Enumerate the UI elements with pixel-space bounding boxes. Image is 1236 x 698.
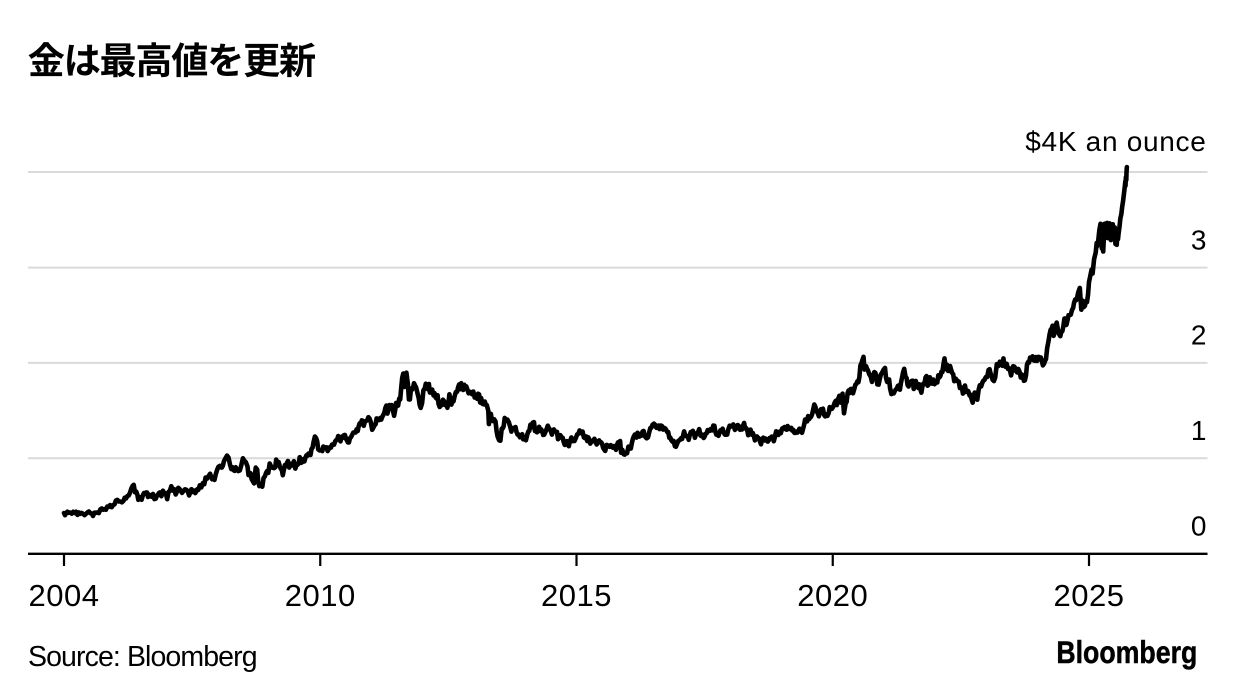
svg-text:0: 0 (1191, 510, 1207, 541)
svg-text:2020: 2020 (797, 578, 868, 613)
svg-text:Bloomberg: Bloomberg (1056, 635, 1197, 671)
svg-text:$4K an ounce: $4K an ounce (1025, 126, 1206, 157)
svg-text:3: 3 (1191, 224, 1207, 255)
svg-text:2025: 2025 (1054, 578, 1125, 613)
svg-text:Source: Bloomberg: Source: Bloomberg (28, 641, 257, 673)
svg-text:2004: 2004 (29, 578, 100, 613)
svg-text:2015: 2015 (541, 578, 612, 613)
svg-text:1: 1 (1191, 415, 1207, 446)
svg-text:2010: 2010 (285, 578, 356, 613)
svg-text:2: 2 (1191, 320, 1207, 351)
